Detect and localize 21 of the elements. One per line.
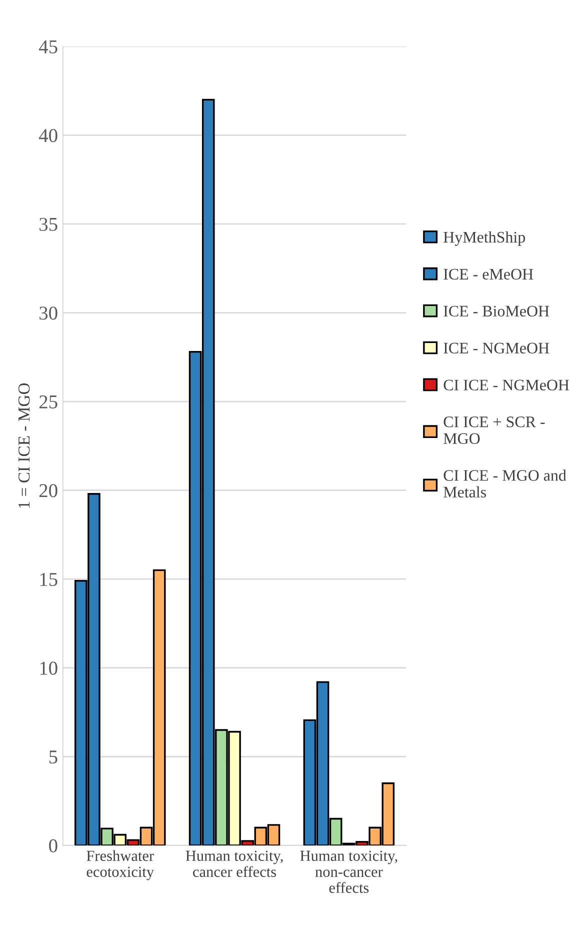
y-tick-label: 30 — [40, 306, 58, 320]
legend-label: ICE - BioMeOH — [444, 306, 550, 317]
y-tick-label: 25 — [39, 395, 58, 408]
y-tick-label: 15 — [40, 572, 58, 586]
y-tick-label: 10 — [40, 662, 58, 675]
y-tick-label: 20 — [39, 484, 58, 498]
legend-label: CI ICE - MGO and Metals — [444, 470, 566, 498]
y-tick-label: 40 — [38, 129, 58, 142]
y-tick-label: 45 — [38, 40, 58, 54]
x-tick-label: Human toxicity, cancer effects — [186, 850, 283, 877]
y-axis-title: 1 = CI ICE - MGO — [18, 383, 30, 508]
legend-label: CI ICE - NGMeOH — [444, 380, 570, 390]
y-tick-label: 5 — [49, 750, 58, 764]
x-tick-label: Freshwater ecotoxicity — [86, 850, 154, 880]
legend-label: ICE - NGMeOH — [444, 342, 550, 354]
x-tick-label: Human toxicity, non-cancer effects — [300, 850, 398, 893]
y-tick-label: 35 — [40, 218, 58, 231]
legend-label: CI ICE + SCR - MGO — [444, 416, 545, 444]
y-tick-label: 0 — [49, 839, 58, 852]
legend-label: HyMethShip — [444, 231, 525, 246]
legend-label: ICE - eMeOH — [444, 268, 534, 280]
